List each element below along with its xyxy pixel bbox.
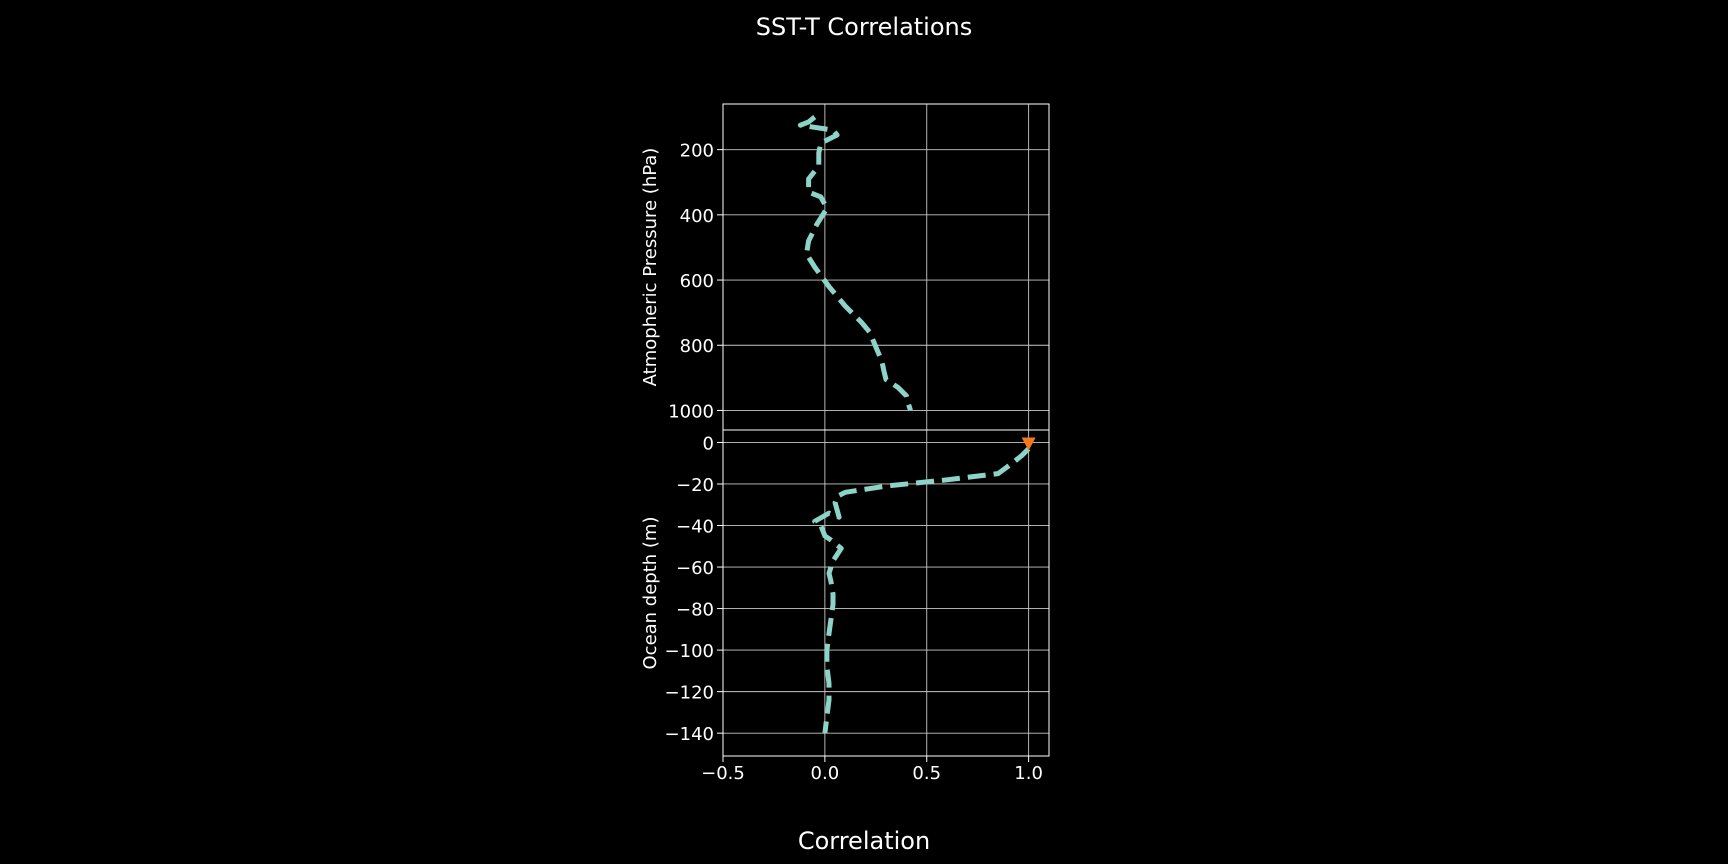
atmosphere-ytick-label-4: 1000 [668,401,714,422]
ocean-ytick-label-0: 0 [703,433,714,454]
x-tick-label-3: 1.0 [1014,763,1043,784]
x-axis-label: Correlation [798,827,930,855]
ocean-ytick-label-3: −60 [676,558,714,579]
ocean-ytick-label-1: −20 [676,475,714,496]
x-tick-label-0: −0.5 [701,763,745,784]
x-tick-label-1: 0.0 [811,763,840,784]
ocean-ytick-label-5: −100 [665,641,714,662]
ocean-ytick-label-7: −140 [665,724,714,745]
x-tick-label-2: 0.5 [912,763,941,784]
ocean-ytick-label-4: −80 [676,600,714,621]
ocean-series-line-0 [812,446,1031,734]
atmosphere-y-axis-label: Atmopheric Pressure (hPa) [640,148,661,387]
atmosphere-ytick-label-2: 600 [680,271,714,292]
ocean-marker-0 [1021,437,1036,451]
chart-title: SST-T Correlations [756,13,973,41]
ocean-y-axis-label: Ocean depth (m) [640,517,661,670]
ocean-axes-frame [722,429,1050,757]
atmosphere-ytick-label-1: 400 [680,206,714,227]
atmosphere-series-line-0 [797,115,913,412]
atmosphere-ytick-label-0: 200 [680,141,714,162]
plot-layer: 200 400 600 800 1000 Atmopheric Pressure (hPa… [640,103,1050,784]
ocean-ytick-label-2: −40 [676,517,714,538]
atmosphere-ytick-label-3: 800 [680,336,714,357]
ocean-ytick-label-6: −120 [665,683,714,704]
